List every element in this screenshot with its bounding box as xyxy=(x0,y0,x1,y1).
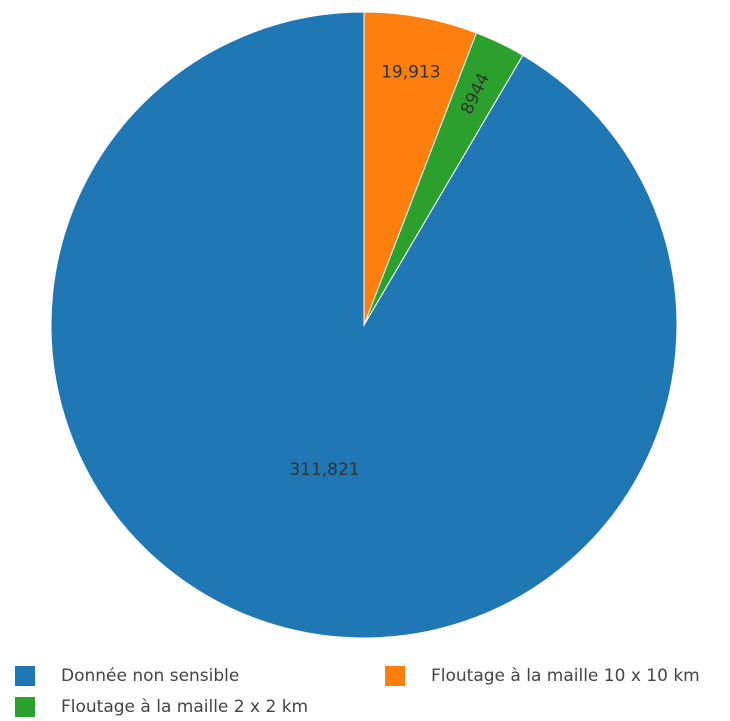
legend-swatch-donnee-non-sensible xyxy=(15,666,35,686)
legend-item-floutage-2km[interactable]: Floutage à la maille 2 x 2 km xyxy=(15,697,308,717)
legend-item-floutage-10km[interactable]: Floutage à la maille 10 x 10 km xyxy=(385,666,700,686)
legend-swatch-floutage-2km xyxy=(15,697,35,717)
pie-slices xyxy=(50,11,678,639)
legend-label-floutage-2km: Floutage à la maille 2 x 2 km xyxy=(61,697,309,717)
legend-item-donnee-non-sensible[interactable]: Donnée non sensible xyxy=(15,666,239,686)
legend-swatch-floutage-10km xyxy=(385,666,405,686)
legend-label-floutage-10km: Floutage à la maille 10 x 10 km xyxy=(431,666,700,686)
pie-value-label-floutage-a-la-maille-10-x-10-km: 19,913 xyxy=(381,63,440,83)
legend-label-donnee-non-sensible: Donnée non sensible xyxy=(61,666,240,686)
pie-slice-floutage-a-la-maille-10-x-10-km[interactable] xyxy=(363,11,478,326)
pie-value-label-donnee-non-sensible: 311,821 xyxy=(289,460,359,480)
